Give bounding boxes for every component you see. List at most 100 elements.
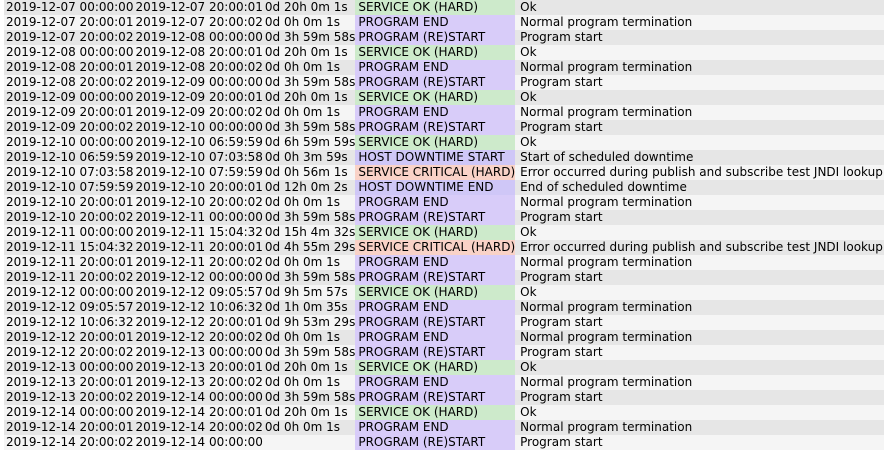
duration-cell: 0d 0h 3m 59s xyxy=(262,150,356,165)
duration-cell: 0d 20h 0m 1s xyxy=(262,45,356,60)
event-type-cell: PROGRAM (RE)START xyxy=(355,75,516,90)
duration-cell: 0d 12h 0m 2s xyxy=(262,180,356,195)
end-time-cell: 2019-12-13 20:00:02 xyxy=(133,375,263,390)
event-type-cell: SERVICE CRITICAL (HARD) xyxy=(355,240,516,255)
start-time-cell: 2019-12-12 20:00:02 xyxy=(4,345,134,360)
end-time-cell: 2019-12-12 20:00:02 xyxy=(133,330,263,345)
table-row: 2019-12-07 00:00:00 2019-12-07 20:00:01 0d… xyxy=(4,0,884,15)
end-time-cell: 2019-12-07 20:00:02 xyxy=(133,15,263,30)
event-type-cell: SERVICE OK (HARD) xyxy=(355,0,516,15)
table-row: 2019-12-12 00:00:00 2019-12-12 09:05:57 0d… xyxy=(4,285,884,300)
event-type-cell: SERVICE OK (HARD) xyxy=(355,135,516,150)
start-time-cell: 2019-12-10 00:00:00 xyxy=(4,135,134,150)
start-time-cell: 2019-12-09 20:00:01 xyxy=(4,105,134,120)
end-time-cell: 2019-12-08 20:00:01 xyxy=(133,45,263,60)
event-type-cell: PROGRAM END xyxy=(355,330,516,345)
table-row: 2019-12-10 06:59:59 2019-12-10 07:03:58 0d… xyxy=(4,150,884,165)
table-row: 2019-12-14 20:00:01 2019-12-14 20:00:02 0d… xyxy=(4,420,884,435)
table-row: 2019-12-09 00:00:00 2019-12-09 20:00:01 0d… xyxy=(4,90,884,105)
duration-cell: 0d 9h 5m 57s xyxy=(262,285,356,300)
duration-cell: 0d 3h 59m 58s xyxy=(262,270,356,285)
start-time-cell: 2019-12-07 00:00:00 xyxy=(4,0,134,15)
table-row: 2019-12-08 20:00:02 2019-12-09 00:00:00 0d… xyxy=(4,75,884,90)
start-time-cell: 2019-12-12 09:05:57 xyxy=(4,300,134,315)
event-type-cell: PROGRAM (RE)START xyxy=(355,270,516,285)
duration-cell: 0d 15h 4m 32s xyxy=(262,225,356,240)
duration-cell: 0d 0h 0m 1s xyxy=(262,420,356,435)
event-type-cell: SERVICE CRITICAL (HARD) xyxy=(355,165,516,180)
duration-cell: 0d 3h 59m 58s xyxy=(262,345,356,360)
end-time-cell: 2019-12-11 00:00:00 xyxy=(133,210,263,225)
event-type-cell: PROGRAM (RE)START xyxy=(355,315,516,330)
table-row: 2019-12-12 20:00:01 2019-12-12 20:00:02 0d… xyxy=(4,330,884,345)
duration-cell xyxy=(262,435,356,450)
table-row: 2019-12-11 20:00:01 2019-12-11 20:00:02 0d… xyxy=(4,255,884,270)
table-row: 2019-12-14 20:00:02 2019-12-14 00:00:00 PR… xyxy=(4,435,884,450)
event-type-cell: PROGRAM END xyxy=(355,300,516,315)
start-time-cell: 2019-12-08 20:00:02 xyxy=(4,75,134,90)
event-type-cell: SERVICE OK (HARD) xyxy=(355,285,516,300)
start-time-cell: 2019-12-13 20:00:02 xyxy=(4,390,134,405)
event-info-cell: Program start xyxy=(515,315,884,330)
duration-cell: 0d 3h 59m 58s xyxy=(262,30,356,45)
event-info-cell: Program start xyxy=(515,30,884,45)
table-row: 2019-12-09 20:00:02 2019-12-10 00:00:00 0d… xyxy=(4,120,884,135)
end-time-cell: 2019-12-10 20:00:02 xyxy=(133,195,263,210)
end-time-cell: 2019-12-08 20:00:02 xyxy=(133,60,263,75)
event-info-cell: Ok xyxy=(515,45,884,60)
duration-cell: 0d 4h 55m 29s xyxy=(262,240,356,255)
table-row: 2019-12-11 20:00:02 2019-12-12 00:00:00 0d… xyxy=(4,270,884,285)
event-type-cell: PROGRAM END xyxy=(355,15,516,30)
state-history-body: 2019-12-07 00:00:00 2019-12-07 20:00:01 0d… xyxy=(4,0,884,450)
end-time-cell: 2019-12-11 20:00:01 xyxy=(133,240,263,255)
event-type-cell: PROGRAM (RE)START xyxy=(355,210,516,225)
event-info-cell: Normal program termination xyxy=(515,15,884,30)
event-info-cell: Program start xyxy=(515,435,884,450)
start-time-cell: 2019-12-10 07:59:59 xyxy=(4,180,134,195)
start-time-cell: 2019-12-11 00:00:00 xyxy=(4,225,134,240)
event-type-cell: SERVICE OK (HARD) xyxy=(355,90,516,105)
event-info-cell: Normal program termination xyxy=(515,330,884,345)
event-type-cell: SERVICE OK (HARD) xyxy=(355,225,516,240)
end-time-cell: 2019-12-14 20:00:01 xyxy=(133,405,263,420)
start-time-cell: 2019-12-12 00:00:00 xyxy=(4,285,134,300)
end-time-cell: 2019-12-09 20:00:02 xyxy=(133,105,263,120)
table-row: 2019-12-12 10:06:32 2019-12-12 20:00:01 0d… xyxy=(4,315,884,330)
duration-cell: 0d 3h 59m 58s xyxy=(262,210,356,225)
end-time-cell: 2019-12-12 20:00:01 xyxy=(133,315,263,330)
start-time-cell: 2019-12-13 00:00:00 xyxy=(4,360,134,375)
table-row: 2019-12-10 07:59:59 2019-12-10 20:00:01 0d… xyxy=(4,180,884,195)
end-time-cell: 2019-12-14 00:00:00 xyxy=(133,390,263,405)
table-row: 2019-12-13 00:00:00 2019-12-13 20:00:01 0d… xyxy=(4,360,884,375)
event-type-cell: HOST DOWNTIME START xyxy=(355,150,516,165)
start-time-cell: 2019-12-08 20:00:01 xyxy=(4,60,134,75)
table-row: 2019-12-08 20:00:01 2019-12-08 20:00:02 0d… xyxy=(4,60,884,75)
duration-cell: 0d 3h 59m 58s xyxy=(262,75,356,90)
duration-cell: 0d 3h 59m 58s xyxy=(262,390,356,405)
start-time-cell: 2019-12-10 20:00:01 xyxy=(4,195,134,210)
start-time-cell: 2019-12-07 20:00:01 xyxy=(4,15,134,30)
start-time-cell: 2019-12-14 20:00:02 xyxy=(4,435,134,450)
event-info-cell: Ok xyxy=(515,135,884,150)
start-time-cell: 2019-12-10 06:59:59 xyxy=(4,150,134,165)
start-time-cell: 2019-12-14 20:00:01 xyxy=(4,420,134,435)
table-row: 2019-12-14 00:00:00 2019-12-14 20:00:01 0d… xyxy=(4,405,884,420)
end-time-cell: 2019-12-12 00:00:00 xyxy=(133,270,263,285)
table-row: 2019-12-07 20:00:01 2019-12-07 20:00:02 0d… xyxy=(4,15,884,30)
duration-cell: 0d 1h 0m 35s xyxy=(262,300,356,315)
end-time-cell: 2019-12-13 20:00:01 xyxy=(133,360,263,375)
event-type-cell: SERVICE OK (HARD) xyxy=(355,360,516,375)
table-row: 2019-12-09 20:00:01 2019-12-09 20:00:02 0d… xyxy=(4,105,884,120)
event-type-cell: SERVICE OK (HARD) xyxy=(355,405,516,420)
end-time-cell: 2019-12-08 00:00:00 xyxy=(133,30,263,45)
duration-cell: 0d 20h 0m 1s xyxy=(262,405,356,420)
event-info-cell: Program start xyxy=(515,210,884,225)
event-info-cell: Ok xyxy=(515,285,884,300)
event-type-cell: PROGRAM (RE)START xyxy=(355,390,516,405)
event-info-cell: Normal program termination xyxy=(515,60,884,75)
table-row: 2019-12-12 20:00:02 2019-12-13 00:00:00 0d… xyxy=(4,345,884,360)
event-type-cell: PROGRAM END xyxy=(355,195,516,210)
state-history-table: 2019-12-07 00:00:00 2019-12-07 20:00:01 0d… xyxy=(4,0,884,450)
event-info-cell: Normal program termination xyxy=(515,195,884,210)
start-time-cell: 2019-12-09 20:00:02 xyxy=(4,120,134,135)
